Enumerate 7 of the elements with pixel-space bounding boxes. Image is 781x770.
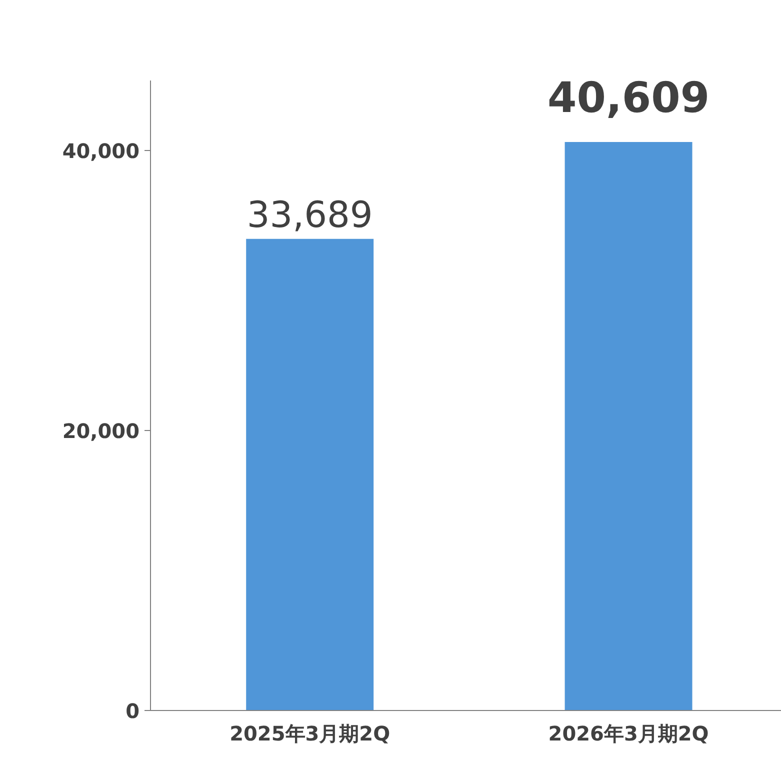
- data-label: 33,689: [246, 194, 373, 236]
- x-tick-label: 2025年3月期2Q: [230, 722, 390, 746]
- y-tick-label: 20,000: [62, 419, 140, 443]
- y-tick-label: 40,000: [62, 139, 140, 163]
- data-label: 40,609: [547, 72, 710, 122]
- x-tick-label: 2026年3月期2Q: [548, 722, 709, 746]
- y-tick-label: 0: [126, 699, 140, 723]
